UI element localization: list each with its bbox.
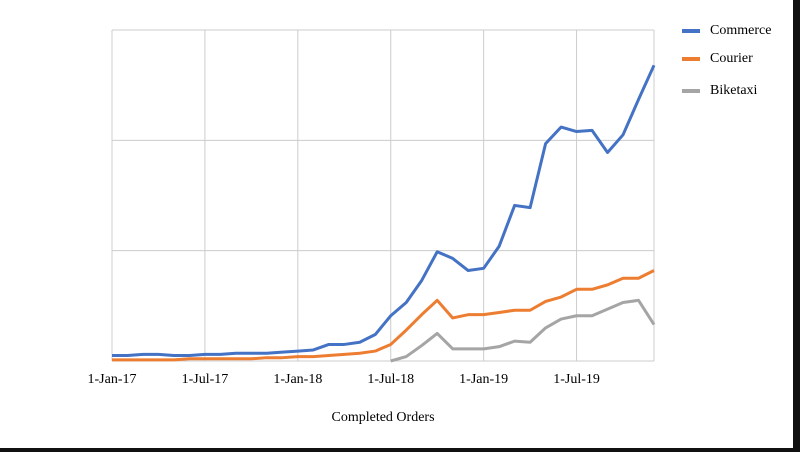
frame-edge (793, 0, 800, 452)
line-series (112, 269, 655, 362)
chart-title: Completed Orders (331, 410, 434, 425)
line-series (390, 298, 656, 363)
x-tick-label: 1-Jan-19 (459, 372, 508, 387)
x-tick-label: 1-Jul-19 (553, 372, 600, 387)
x-tick-label: 1-Jul-18 (367, 372, 414, 387)
line-series (112, 64, 656, 357)
frame-edge (0, 448, 800, 452)
legend-label: Courier (710, 51, 753, 66)
legend-label: Commerce (710, 23, 771, 38)
legend-label: Biketaxi (710, 83, 758, 98)
x-tick-label: 1-Jan-17 (88, 372, 137, 387)
x-tick-label: 1-Jan-18 (273, 372, 322, 387)
x-tick-label: 1-Jul-17 (182, 372, 229, 387)
